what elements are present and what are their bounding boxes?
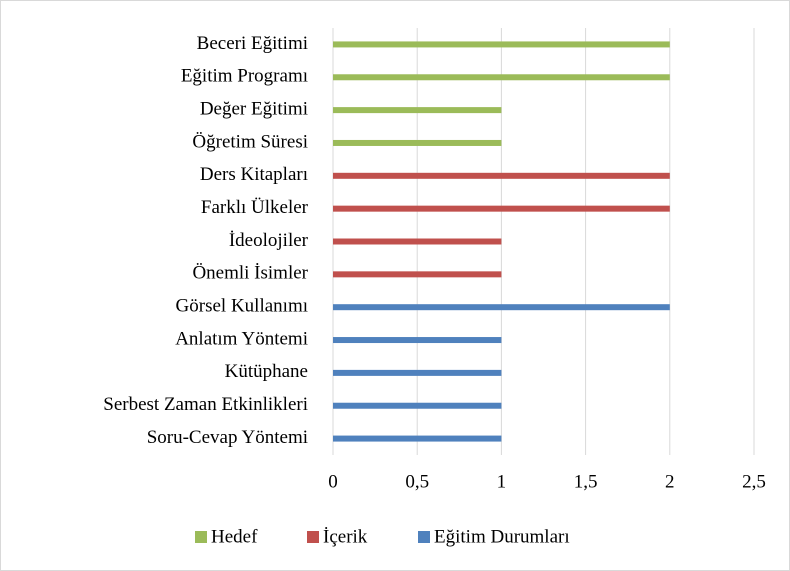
x-tick-label: 2: [665, 471, 675, 492]
x-tick-label: 1,5: [574, 471, 598, 492]
bar: [333, 337, 502, 344]
bar: [333, 402, 502, 409]
legend-swatch: [418, 531, 430, 543]
bar: [333, 238, 502, 245]
y-tick-label: Beceri Eğitimi: [197, 33, 308, 54]
y-tick-label: Anlatım Yöntemi: [175, 328, 308, 349]
y-tick-label: Soru-Cevap Yöntemi: [147, 427, 308, 448]
y-tick-label: Serbest Zaman Etkinlikleri: [103, 394, 308, 415]
y-tick-label: Farklı Ülkeler: [201, 197, 309, 218]
bar: [333, 304, 670, 311]
x-tick-label: 1: [497, 471, 507, 492]
bar: [333, 139, 502, 146]
y-tick-label: Değer Eğitimi: [200, 98, 308, 119]
legend-swatch: [195, 531, 207, 543]
bar: [333, 205, 670, 212]
legend-label: Hedef: [211, 526, 258, 547]
x-tick-label: 2,5: [742, 471, 766, 492]
bar: [333, 172, 670, 179]
bar: [333, 74, 670, 81]
x-tick-label: 0: [328, 471, 338, 492]
y-tick-label: Öğretim Süresi: [192, 131, 308, 152]
y-tick-label: Eğitim Programı: [181, 66, 308, 87]
y-tick-label: Ders Kitapları: [200, 164, 308, 185]
legend-swatch: [307, 531, 319, 543]
y-tick-label: Görsel Kullanımı: [176, 296, 308, 317]
bar: [333, 271, 502, 278]
legend-label: İçerik: [323, 526, 368, 547]
y-tick-label: Önemli İsimler: [192, 263, 308, 284]
y-tick-label: İdeolojiler: [229, 230, 309, 251]
bar: [333, 107, 502, 114]
y-tick-label: Kütüphane: [225, 361, 308, 382]
legend-label: Eğitim Durumları: [434, 526, 570, 547]
x-tick-label: 0,5: [405, 471, 429, 492]
bar: [333, 369, 502, 376]
bar: [333, 41, 670, 48]
bar: [333, 435, 502, 442]
